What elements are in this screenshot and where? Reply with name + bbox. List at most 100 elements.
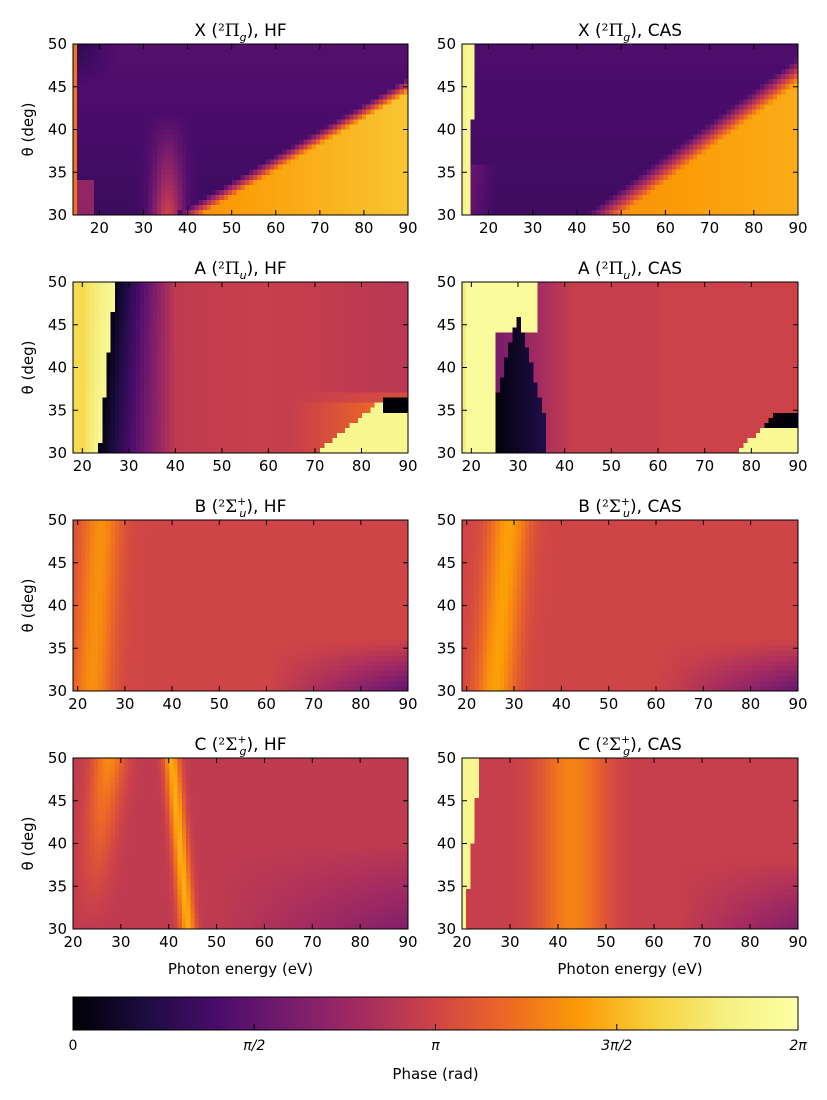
heatmap-cell (391, 209, 397, 216)
heatmap-cell (600, 94, 606, 100)
heatmap-cell (328, 134, 334, 141)
heatmap-cell (236, 209, 242, 216)
heatmap-cell (186, 69, 191, 75)
heatmap-cell (680, 164, 686, 171)
heatmap-cell (537, 144, 543, 151)
heatmap-cell (77, 44, 82, 50)
heatmap-cell (244, 114, 250, 121)
heatmap-cell (81, 44, 87, 50)
heatmap-cell (269, 119, 275, 126)
heatmap-cell (336, 124, 342, 131)
heatmap-cell (403, 59, 409, 65)
heatmap-cell (106, 199, 112, 206)
heatmap-cell (345, 119, 350, 126)
heatmap-cell (403, 94, 409, 100)
heatmap-cell (202, 129, 208, 136)
heatmap-cell (466, 149, 471, 156)
heatmap-cell (324, 149, 330, 156)
heatmap-cell (253, 164, 258, 171)
heatmap-cell (583, 89, 589, 95)
heatmap-cell (357, 179, 363, 186)
heatmap-cell (110, 144, 116, 151)
heatmap-cell (315, 109, 321, 116)
heatmap-cell (655, 129, 660, 136)
heatmap-cell (236, 44, 242, 50)
heatmap-cell (789, 149, 795, 156)
heatmap-cell (227, 204, 233, 211)
heatmap-cell (478, 54, 484, 60)
heatmap-cell (85, 184, 91, 191)
heatmap-cell (236, 119, 242, 126)
heatmap-cell (659, 164, 665, 171)
heatmap-cell (299, 174, 304, 181)
heatmap-cell (558, 159, 564, 166)
heatmap-cell (215, 184, 221, 191)
heatmap-cell (579, 99, 585, 105)
heatmap-cell (470, 124, 476, 131)
heatmap-cell (202, 109, 208, 116)
heatmap-cell (345, 159, 350, 166)
heatmap-cell (144, 179, 149, 186)
heatmap-cell (659, 179, 665, 186)
heatmap-cell (575, 134, 581, 141)
heatmap-cell (328, 174, 334, 181)
heatmap-cell (554, 64, 560, 70)
heatmap-cell (478, 69, 484, 75)
heatmap-cell (106, 49, 112, 55)
heatmap-cell (789, 109, 795, 116)
heatmap-cell (357, 209, 363, 216)
heatmap-cell (135, 64, 141, 70)
heatmap-cell (345, 189, 350, 196)
y-tick-label: 40 (48, 121, 67, 139)
heatmap-cell (751, 129, 757, 136)
heatmap-cell (495, 64, 501, 70)
heatmap-cell (202, 164, 208, 171)
heatmap-cell (575, 104, 581, 110)
heatmap-cell (160, 134, 166, 141)
heatmap-cell (529, 49, 534, 55)
heatmap-cell (227, 129, 233, 136)
heatmap-cell (688, 149, 694, 156)
heatmap-cell (562, 59, 568, 65)
heatmap-cell (621, 44, 627, 50)
heatmap-cell (516, 179, 522, 186)
heatmap-cell (328, 204, 334, 211)
heatmap-cell (244, 109, 250, 116)
heatmap-cell (483, 54, 488, 60)
heatmap-cell (135, 199, 141, 206)
heatmap-cell (495, 144, 501, 151)
heatmap-cell (278, 179, 283, 186)
heatmap-cell (491, 79, 497, 85)
heatmap-cell (257, 139, 263, 146)
heatmap-cell (236, 59, 242, 65)
heatmap-cell (760, 89, 765, 95)
heatmap-cell (735, 129, 740, 136)
heatmap-cell (592, 139, 597, 146)
heatmap-cell (215, 44, 221, 50)
heatmap-cell (688, 154, 694, 161)
heatmap-cell (303, 119, 309, 126)
heatmap-cell (495, 119, 501, 126)
heatmap-cell (735, 104, 740, 110)
heatmap-cell (328, 144, 334, 151)
heatmap-cell (244, 179, 250, 186)
heatmap-cell (470, 64, 476, 70)
heatmap-cell (307, 194, 313, 201)
heatmap-cell (169, 74, 175, 80)
heatmap-cell (583, 139, 589, 146)
heatmap-cell (114, 124, 120, 131)
heatmap-cell (336, 99, 342, 105)
heatmap-cell (642, 74, 648, 80)
heatmap-cell (127, 99, 133, 105)
heatmap-cell (474, 94, 480, 100)
heatmap-cell (743, 119, 749, 126)
heatmap-cell (508, 79, 513, 85)
heatmap-cell (98, 154, 103, 161)
heatmap-cell (391, 139, 397, 146)
heatmap-cell (604, 104, 610, 110)
heatmap-cell (751, 134, 757, 141)
heatmap-cell (756, 119, 761, 126)
heatmap-cell (735, 169, 740, 176)
heatmap-cell (676, 114, 681, 121)
heatmap-cell (781, 134, 786, 141)
